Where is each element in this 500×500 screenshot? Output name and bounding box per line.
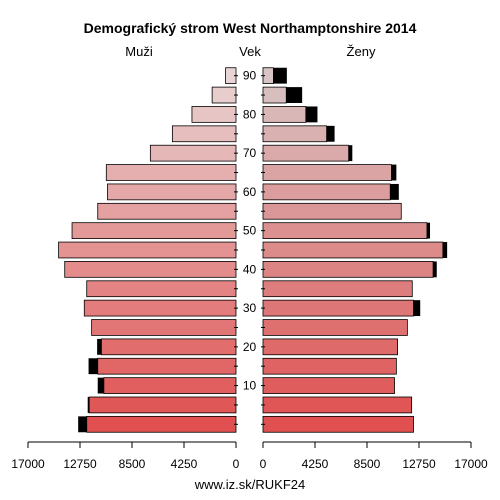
age-tick-label: 70	[243, 146, 257, 160]
x-tick-label-right: 0	[260, 457, 267, 471]
female-bar-75-79	[262, 125, 328, 143]
male-bar-15-19	[97, 357, 237, 375]
female-bar-40-44	[262, 261, 434, 278]
male-excess-10-14	[97, 377, 104, 394]
male-bar-80-84	[191, 106, 237, 123]
footer-url: www.iz.sk/RUKF24	[194, 477, 306, 492]
female-bar-70-74	[262, 144, 350, 162]
female-excess-45-49	[442, 242, 448, 258]
age-tick-label: 50	[243, 224, 257, 238]
male-bar-85-89	[211, 86, 237, 104]
male-bar-75-79	[171, 125, 237, 143]
left-panel-label: Muži	[125, 44, 153, 59]
age-tick-label: 20	[243, 340, 257, 354]
female-bar-35-39	[262, 280, 413, 298]
x-axis: 17000 12750 8500 4250 0 0 4250 8500 12750 17000	[11, 441, 488, 471]
x-tick-label-right: 17000	[454, 457, 488, 471]
age-tick-label: 30	[243, 301, 257, 315]
female-excess-50-54	[426, 222, 431, 239]
female-bar-50-54	[262, 222, 428, 239]
female-bar-10-14	[262, 377, 395, 394]
male-bar-50-54	[71, 222, 237, 239]
female-excess-30-34	[413, 300, 421, 317]
female-excess-75-79	[326, 125, 335, 142]
female-bar-65-69	[262, 164, 392, 181]
age-tick-label: 60	[243, 185, 257, 199]
male-bar-0-4	[86, 415, 237, 433]
x-tick-label-left: 12750	[63, 457, 97, 471]
male-bar-40-44	[64, 261, 237, 278]
male-excess-15-19	[88, 358, 98, 375]
female-bar-55-59	[262, 202, 402, 220]
male-excess-5-9	[87, 397, 90, 413]
male-excess-20-24	[97, 338, 102, 355]
x-tick-label-right: 12750	[402, 457, 436, 471]
male-bar-60-64	[107, 183, 237, 201]
chart-title: Demografický strom West Northamptonshire…	[84, 20, 417, 36]
female-bar-15-19	[262, 357, 397, 375]
male-bar-25-29	[91, 319, 237, 336]
x-tick-label-left: 8500	[119, 457, 146, 471]
age-tick-label: 10	[243, 379, 257, 393]
female-excess-65-69	[391, 164, 397, 181]
x-tick-label-right: 4250	[302, 457, 329, 471]
female-bar-60-64	[262, 183, 391, 201]
x-tick-label-left: 0	[233, 457, 240, 471]
male-bar-30-34	[83, 299, 237, 317]
age-axis: 10 20 30 40 50 60 70 80 90	[234, 69, 265, 425]
male-bar-10-14	[103, 377, 237, 394]
male-bar-70-74	[149, 144, 237, 162]
x-tick-label-left: 17000	[11, 457, 45, 471]
female-bars	[262, 67, 448, 433]
female-excess-70-74	[348, 145, 353, 162]
female-excess-60-64	[390, 183, 399, 200]
age-tick-label: 80	[243, 107, 257, 121]
female-excess-80-84	[305, 106, 318, 123]
female-bar-85-89	[262, 86, 287, 104]
x-tick-label-right: 8500	[354, 457, 381, 471]
female-bar-5-9	[262, 396, 413, 414]
female-excess-85-89	[286, 87, 303, 103]
female-bar-80-84	[262, 106, 307, 123]
male-bar-20-24	[101, 338, 237, 356]
male-bar-5-9	[88, 396, 237, 414]
male-bar-65-69	[105, 164, 237, 181]
age-axis-label: Vek	[239, 44, 261, 59]
age-tick-label: 90	[243, 69, 257, 83]
male-bar-55-59	[97, 202, 237, 220]
female-bar-20-24	[262, 338, 398, 356]
female-excess-90+	[273, 67, 287, 84]
female-bar-45-49	[262, 241, 444, 259]
male-bar-35-39	[86, 280, 237, 298]
female-bar-0-4	[262, 415, 414, 433]
male-excess-0-4	[78, 416, 87, 433]
female-excess-40-44	[433, 261, 437, 278]
right-panel-label: Ženy	[347, 44, 376, 59]
age-tick-label: 40	[243, 262, 257, 276]
x-tick-label-left: 4250	[171, 457, 198, 471]
female-bar-25-29	[262, 319, 408, 336]
male-bars	[58, 67, 237, 433]
female-bar-30-34	[262, 299, 414, 317]
male-bar-45-49	[58, 241, 237, 259]
